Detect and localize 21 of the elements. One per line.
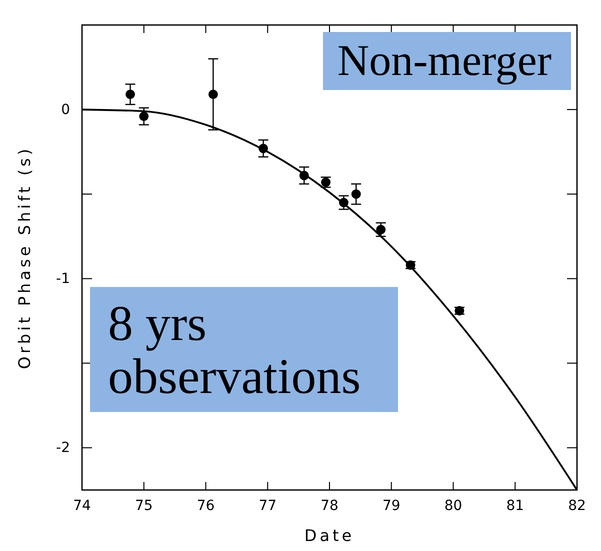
x-tick-label: 82 (568, 498, 586, 514)
x-tick-label: 79 (382, 498, 400, 514)
y-tick-label: -2 (56, 440, 70, 456)
point (351, 189, 361, 199)
y-axis-title: Orbit Phase Shift (s) (15, 146, 34, 370)
x-axis-title: Date (304, 526, 355, 545)
x-tick-label: 80 (444, 498, 462, 514)
point (139, 112, 149, 122)
point (208, 90, 218, 100)
annotation: Non-merger (323, 32, 571, 90)
annotation: 8 yrs observations (90, 287, 398, 412)
x-tick-label: 78 (320, 498, 338, 514)
x-tick-label: 77 (258, 498, 277, 514)
point (126, 90, 135, 100)
y-tick-label: -1 (56, 271, 70, 288)
x-tick-label: 76 (196, 498, 215, 514)
x-tick-label: 81 (506, 498, 524, 514)
point (376, 224, 386, 234)
x-tick-label: 74 (73, 498, 91, 514)
y-tick-label: 0 (61, 102, 70, 118)
x-tick-label: 75 (134, 498, 153, 514)
